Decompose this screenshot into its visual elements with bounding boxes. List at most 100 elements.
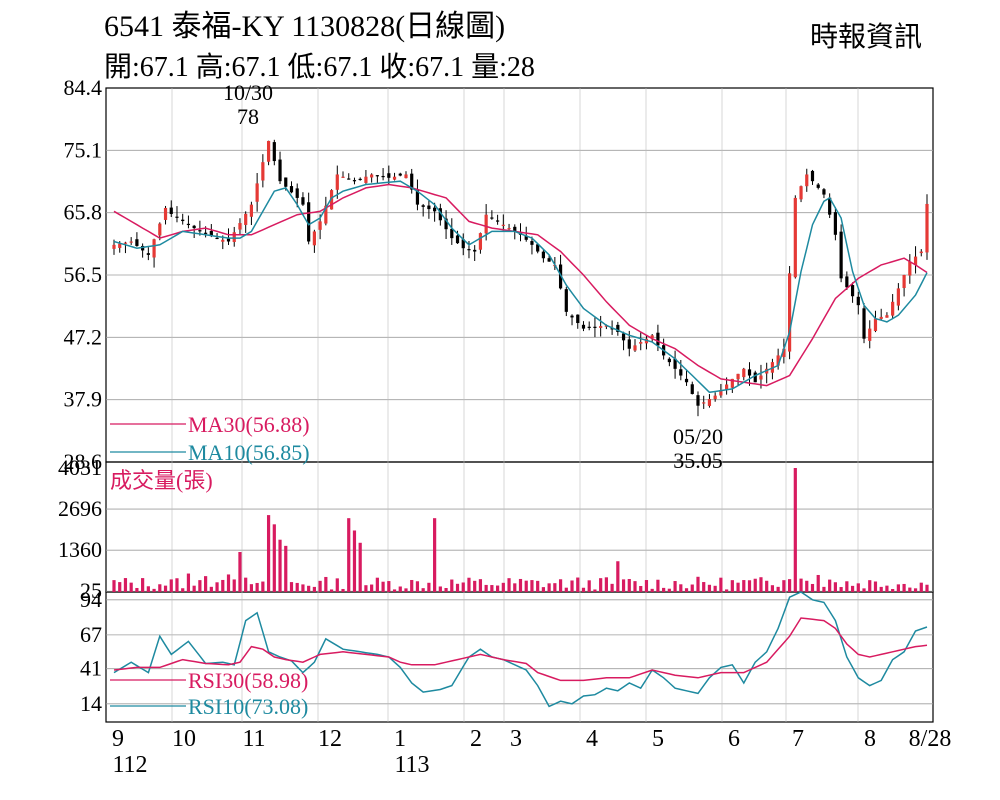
rsi-tick-label: 67 — [80, 622, 102, 647]
candle-body — [152, 239, 156, 258]
candle-body — [163, 207, 168, 220]
candle-body — [530, 241, 534, 245]
volume-bar — [461, 582, 465, 592]
volume-bar — [787, 579, 792, 592]
candle-body — [902, 275, 906, 289]
candle-body — [261, 162, 265, 181]
candle-body — [433, 207, 437, 212]
candle-body — [410, 173, 414, 190]
candle-body — [181, 219, 185, 222]
volume-bar — [370, 584, 374, 592]
candle-body — [158, 223, 162, 236]
volume-bar — [484, 584, 488, 592]
volume-bar — [347, 518, 351, 592]
candle-body — [215, 237, 219, 240]
volume-bar — [627, 579, 631, 592]
volume-bar — [599, 578, 603, 592]
candle-body — [816, 184, 820, 188]
candle-body — [742, 368, 746, 378]
ma30-legend: MA30(56.88) — [188, 412, 310, 437]
candle-body — [370, 174, 374, 178]
volume-bar — [833, 582, 837, 592]
candle-body — [633, 345, 637, 351]
candle-body — [621, 333, 626, 341]
candle-body — [318, 221, 322, 230]
source-label: 時報資訊 — [810, 21, 922, 53]
candle-body — [244, 213, 248, 225]
price-tick-label: 65.8 — [64, 200, 103, 225]
rsi30-legend: RSI30(58.98) — [188, 668, 308, 693]
x-tick-label: 1 — [394, 726, 406, 752]
candle-body — [822, 189, 826, 195]
volume-bar — [547, 583, 551, 592]
volume-bar — [805, 580, 809, 592]
x-year-label: 112 — [112, 752, 147, 778]
candle-body — [169, 207, 173, 215]
ma30-line — [113, 183, 928, 387]
volume-panel — [105, 461, 934, 593]
volume-bar — [169, 579, 173, 592]
volume-bar — [891, 589, 895, 592]
candle-body — [364, 176, 368, 183]
candle-body — [129, 241, 133, 243]
candle-body — [209, 231, 213, 236]
candle-body — [679, 369, 683, 376]
candle-body — [141, 245, 145, 251]
volume-bar — [427, 582, 431, 592]
candle-body — [747, 369, 752, 376]
volume-bar — [181, 588, 185, 592]
candle-body — [885, 315, 889, 318]
volume-bar — [444, 588, 448, 592]
volume-bar — [410, 579, 414, 592]
volume-bar — [433, 518, 437, 592]
candle-body — [656, 332, 660, 346]
volume-bar — [238, 552, 242, 592]
candle-body — [461, 239, 465, 249]
x-tick-label: 9 — [112, 726, 124, 752]
candle-body — [782, 348, 786, 358]
candle-body — [204, 232, 208, 234]
volume-bar — [478, 579, 483, 592]
volume-bar — [879, 586, 883, 592]
volume-bar — [702, 582, 706, 592]
candle-body — [891, 301, 895, 316]
volume-bar — [158, 584, 162, 592]
candle-body — [576, 314, 580, 324]
candle-body — [925, 203, 929, 253]
volume-bar — [387, 581, 391, 592]
candle-body — [850, 285, 855, 297]
volume-bar — [352, 530, 357, 592]
price-tick-label: 75.1 — [64, 137, 103, 162]
volume-bar — [123, 578, 128, 592]
volume-bar — [232, 579, 236, 592]
candle-body — [879, 316, 883, 319]
volume-bar — [152, 588, 156, 592]
candle-body — [123, 242, 128, 244]
candle-body — [186, 223, 191, 226]
candle-body — [684, 378, 689, 383]
candle-body — [450, 228, 454, 239]
volume-bar — [759, 577, 763, 592]
volume-bar — [524, 580, 528, 592]
candle-body — [570, 315, 574, 318]
x-tick-label: 5 — [652, 726, 664, 752]
volume-bar — [438, 586, 442, 592]
volume-bar — [215, 582, 219, 592]
volume-bar — [324, 576, 328, 592]
volume-bar — [850, 585, 855, 592]
low-annotation-value: 35.05 — [673, 448, 723, 473]
volume-bar — [541, 587, 546, 592]
candle-body — [295, 188, 299, 198]
candle-body — [639, 342, 643, 344]
candle-body — [541, 251, 546, 259]
candle-body — [702, 402, 706, 404]
volume-bar — [226, 574, 231, 592]
volume-bar — [249, 584, 254, 592]
price-tick-label: 37.9 — [64, 387, 103, 412]
volume-bar — [312, 586, 316, 592]
volume-bar — [662, 587, 666, 592]
candle-body — [278, 159, 282, 182]
x-tick-label: 2 — [470, 726, 482, 752]
volume-bar — [576, 577, 580, 592]
candle-body — [284, 177, 288, 187]
